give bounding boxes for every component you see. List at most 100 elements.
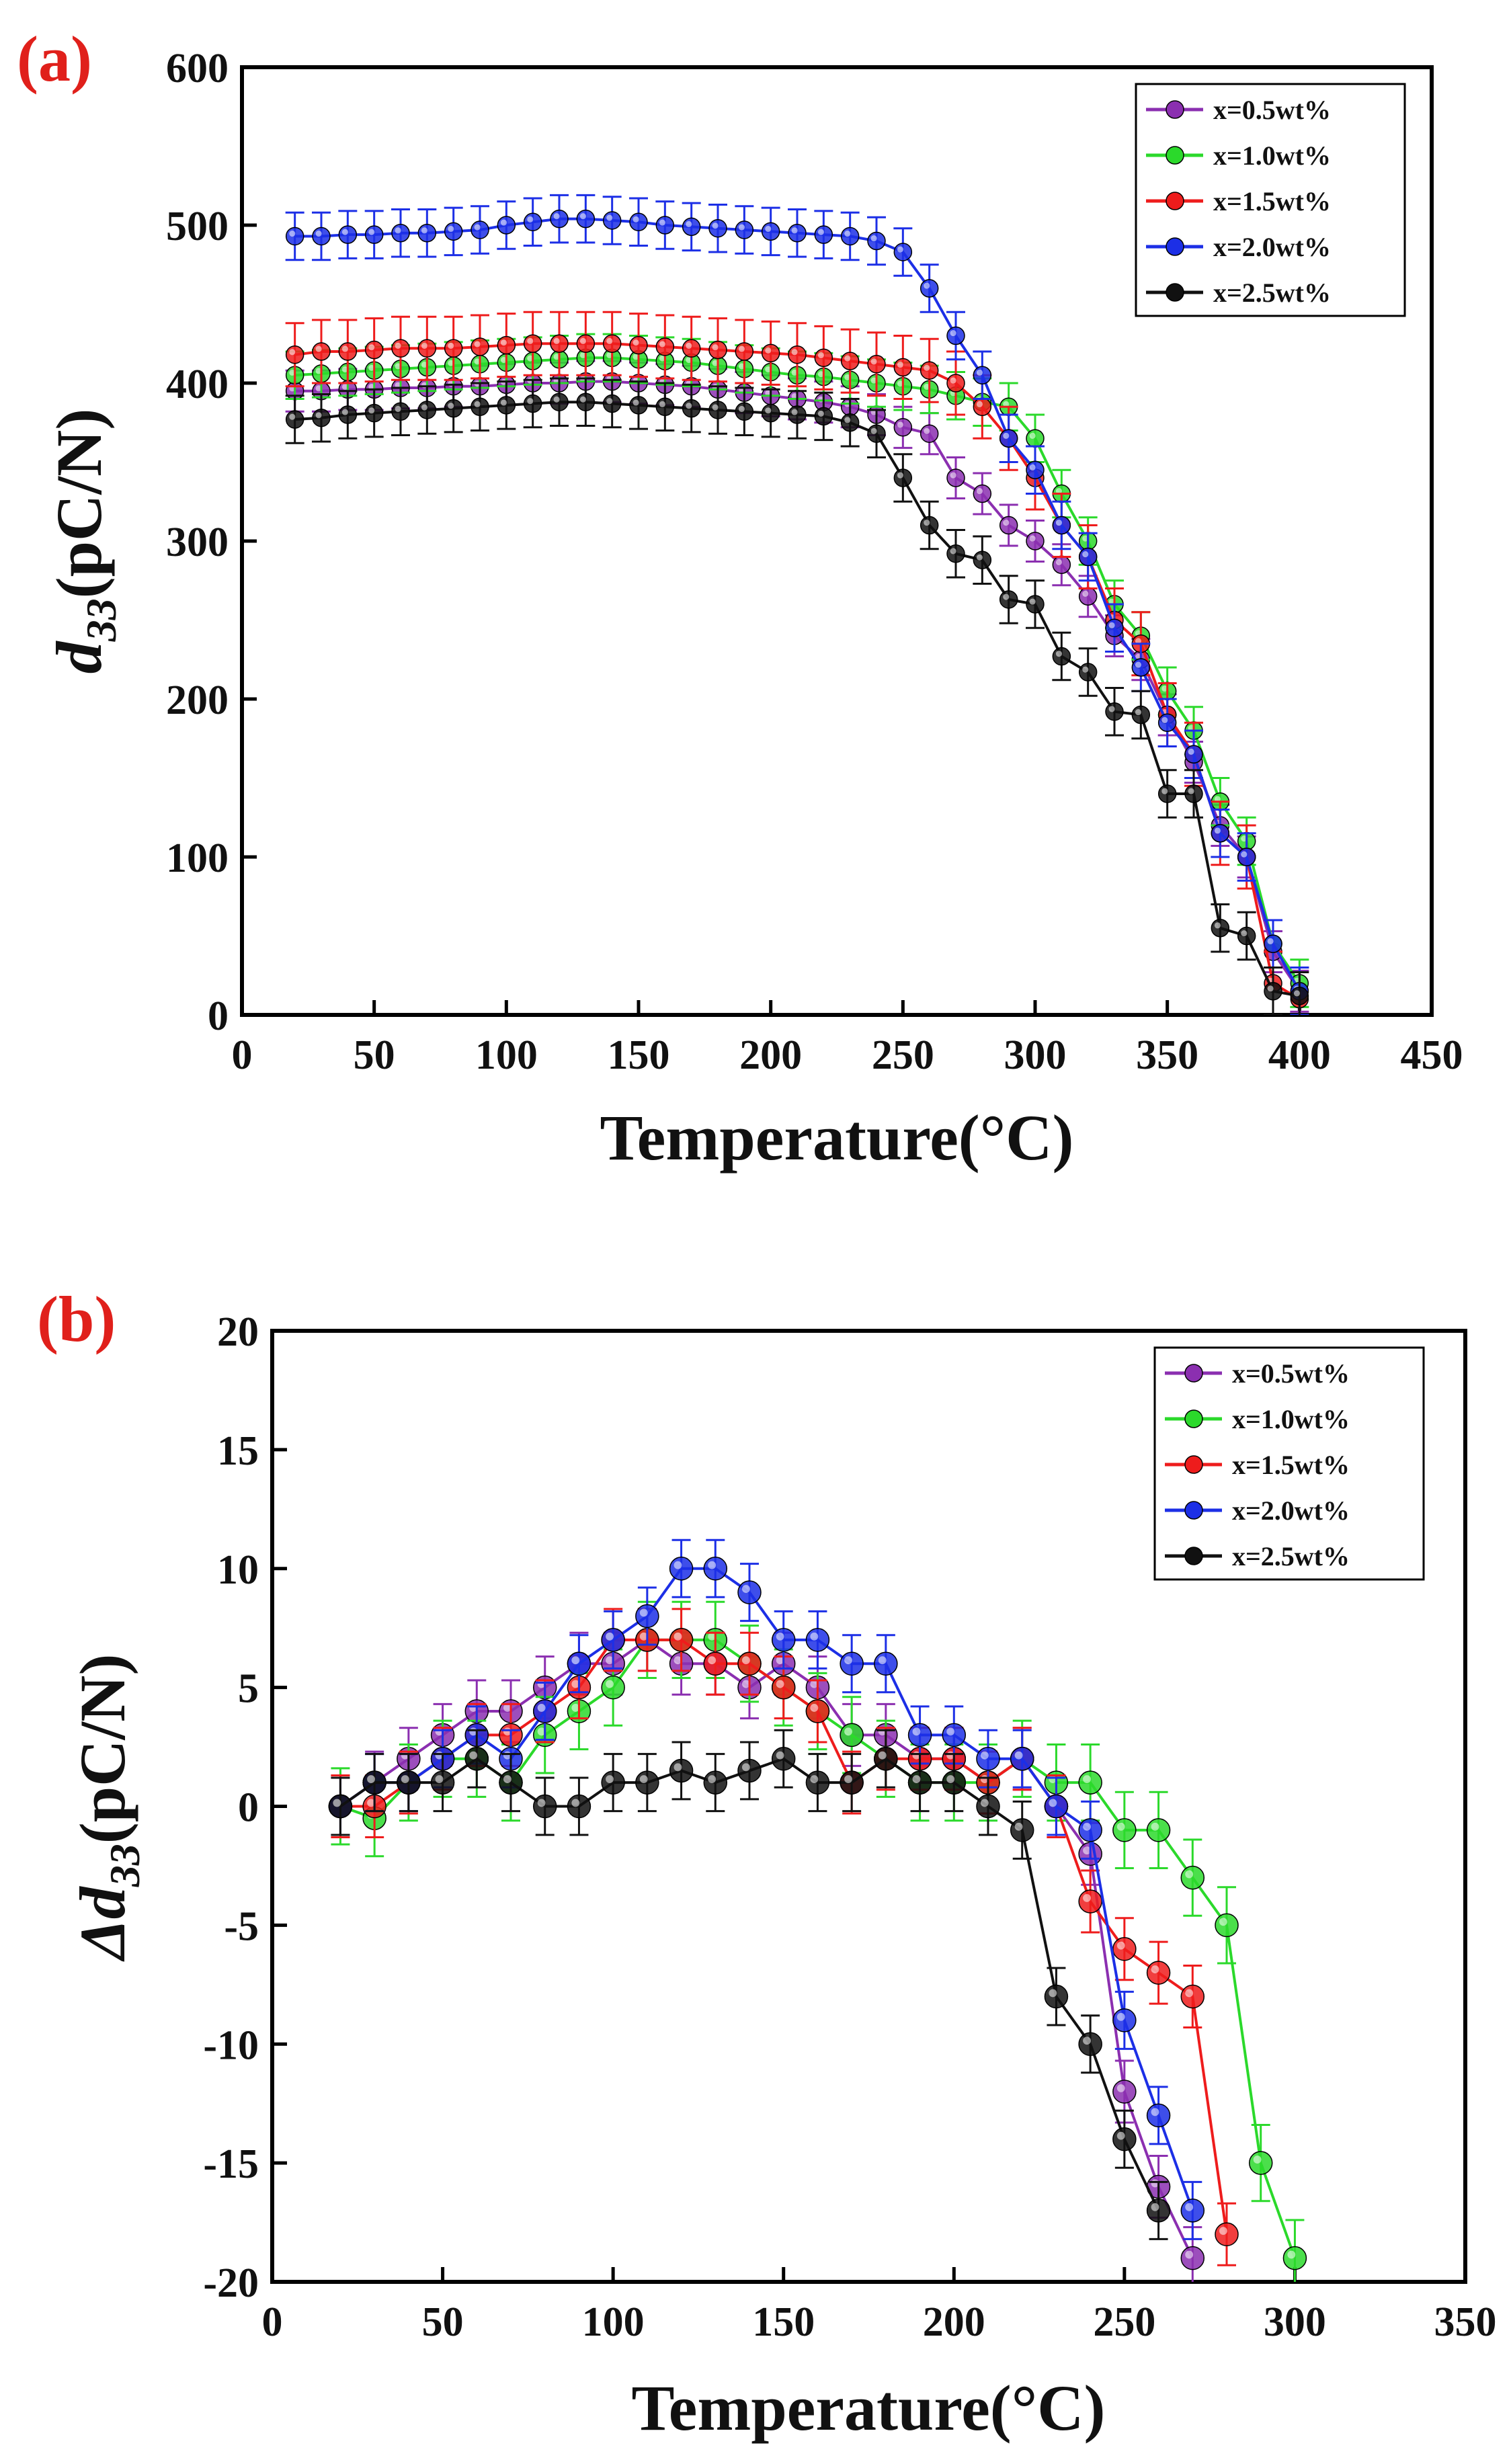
data-point-highlight <box>1267 985 1274 992</box>
data-point <box>567 1794 591 1819</box>
data-point-highlight <box>315 368 322 374</box>
data-point <box>805 1699 830 1723</box>
data-point-highlight <box>897 472 903 479</box>
data-point-highlight <box>1151 2108 1159 2117</box>
x-tick-label: 100 <box>582 2299 645 2345</box>
data-point-highlight <box>1083 1775 1091 1783</box>
data-point-highlight <box>673 1763 682 1772</box>
data-point <box>629 212 648 232</box>
data-point-highlight <box>765 366 772 373</box>
data-point <box>1215 1913 1239 1938</box>
y-tick-label: 5 <box>238 1666 259 1712</box>
data-point-highlight <box>897 380 903 387</box>
data-point <box>523 334 542 353</box>
data-point <box>1180 1984 1205 2009</box>
data-point-highlight <box>606 337 613 344</box>
data-point <box>576 334 596 353</box>
data-point <box>1078 587 1098 606</box>
data-point-highlight <box>1083 1893 1091 1902</box>
data-point <box>397 1770 421 1795</box>
data-point-highlight <box>537 1799 546 1807</box>
data-point <box>1052 555 1071 574</box>
data-point-highlight <box>1116 1941 1125 1950</box>
data-point-highlight <box>606 1775 614 1783</box>
data-point <box>1146 1961 1171 1985</box>
data-point-highlight <box>368 383 375 391</box>
data-point <box>1026 460 1045 479</box>
data-point-highlight <box>1029 535 1036 542</box>
data-point-highlight <box>1219 1918 1227 1926</box>
data-point-highlight <box>571 1799 580 1807</box>
data-point-highlight <box>924 282 930 289</box>
data-point <box>1146 2199 1171 2223</box>
data-point-highlight <box>1185 1989 1194 1998</box>
y-axis-title-a: d33(pC/N) <box>43 409 125 674</box>
data-point <box>1078 547 1098 567</box>
data-point <box>523 212 542 232</box>
data-point-highlight <box>571 1680 580 1688</box>
data-point-highlight <box>421 342 427 349</box>
data-point-highlight <box>776 1680 784 1688</box>
data-point-highlight <box>421 362 427 368</box>
data-point <box>708 218 727 238</box>
data-point <box>999 516 1018 535</box>
data-point-highlight <box>571 1703 580 1712</box>
data-point-highlight <box>708 1632 717 1641</box>
data-point-highlight <box>553 354 560 360</box>
data-point <box>942 1723 967 1748</box>
data-point-highlight <box>435 1775 444 1783</box>
data-point <box>444 222 463 241</box>
data-point <box>312 408 331 427</box>
data-point-highlight <box>712 222 719 229</box>
data-point <box>1078 1770 1102 1795</box>
data-point <box>499 1770 523 1795</box>
data-point-highlight <box>976 488 983 495</box>
data-point-highlight <box>1214 796 1221 803</box>
data-point-highlight <box>1135 661 1141 668</box>
data-point-highlight <box>341 229 348 235</box>
data-point-highlight <box>686 342 692 349</box>
data-point-highlight <box>946 1775 955 1783</box>
data-point <box>682 217 701 237</box>
axis-ticks-a: 0 50 100 150 200 250 300 350 400 450 0 100 200 300 400… <box>166 46 1463 1078</box>
data-point-highlight <box>776 1656 784 1665</box>
data-point <box>550 209 569 229</box>
legend-entry: x=1.5wt% <box>1232 1450 1350 1480</box>
data-point-highlight <box>708 1561 717 1569</box>
data-point-highlight <box>776 1751 784 1760</box>
data-point <box>1078 2032 1102 2056</box>
legend-swatch-marker <box>1166 237 1184 256</box>
data-point-highlight <box>606 1632 614 1641</box>
series-layer <box>285 194 1309 1015</box>
data-point-highlight <box>289 413 296 420</box>
data-point-highlight <box>844 231 851 237</box>
data-point-highlight <box>741 1585 750 1593</box>
data-point-highlight <box>500 357 507 364</box>
data-point-highlight <box>1151 1965 1159 1973</box>
data-point-highlight <box>738 405 745 412</box>
data-point-highlight <box>912 1775 921 1783</box>
data-point <box>497 396 516 415</box>
data-point <box>285 345 304 364</box>
data-point-highlight <box>1214 827 1221 834</box>
data-point <box>737 1758 762 1783</box>
data-point <box>1112 2127 1137 2151</box>
data-point-highlight <box>810 1680 819 1688</box>
data-point <box>976 1794 1000 1819</box>
data-point-highlight <box>712 360 719 366</box>
data-point-highlight <box>950 472 956 479</box>
data-point <box>840 413 860 432</box>
data-point <box>532 1794 557 1819</box>
data-point-highlight <box>1267 938 1274 944</box>
data-point <box>1264 982 1282 1001</box>
legend-swatch-marker <box>1166 100 1184 119</box>
y-tick-label: 500 <box>166 204 229 249</box>
data-point <box>1211 824 1230 843</box>
x-tick-label: 100 <box>475 1032 538 1078</box>
data-point <box>464 1747 489 1771</box>
data-point-highlight <box>950 548 956 555</box>
y-tick-label: 200 <box>166 677 229 723</box>
data-point-highlight <box>1287 2250 1296 2259</box>
data-point-highlight <box>791 227 798 234</box>
data-point-highlight <box>1214 922 1221 929</box>
